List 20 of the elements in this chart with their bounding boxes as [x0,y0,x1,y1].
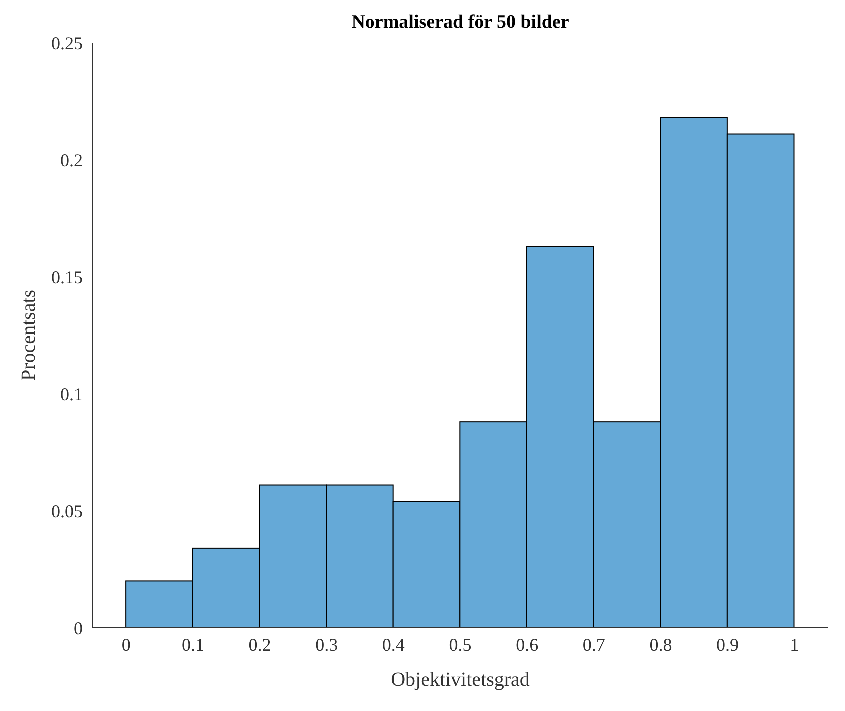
x-tick-label: 0.5 [449,634,472,655]
x-tick-label: 0 [122,634,131,655]
x-tick-label: 0.1 [182,634,204,655]
chart-title: Normaliserad för 50 bilder [352,12,570,33]
x-tick-label: 0.4 [382,634,405,655]
y-tick-label: 0.05 [52,501,83,522]
y-tick-label: 0.1 [60,384,83,404]
y-tick-label: 0.25 [52,33,83,54]
y-tick-label: 0.15 [52,267,83,288]
x-tick-label: 0.2 [248,634,272,655]
x-tick-label: 0.8 [650,634,672,655]
x-tick-label: 0.6 [516,634,539,655]
y-tick-label: 0 [74,618,83,638]
y-axis-title: Procentsats [18,290,40,382]
x-tick-label: 0.9 [716,634,740,655]
x-tick-label: 0.7 [582,634,606,655]
x-tick-label: 1 [790,634,800,655]
x-tick-label: 0.3 [316,634,338,655]
y-tick-label: 0.2 [60,150,83,170]
x-axis-title: Objektivitetsgrad [391,669,530,691]
